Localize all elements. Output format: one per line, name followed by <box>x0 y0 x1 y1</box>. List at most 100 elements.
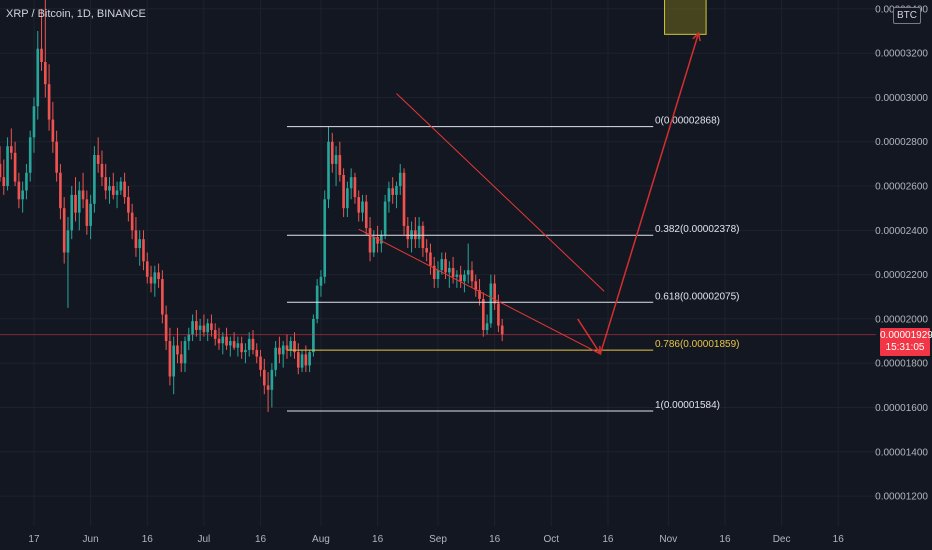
candle <box>478 279 481 306</box>
candle <box>342 168 345 218</box>
candle <box>62 197 66 264</box>
candle-body <box>168 341 172 377</box>
drawings-layer[interactable]: 0(0.00002868) 0.382(0.00002378) 0.618(0.00… <box>0 0 876 412</box>
candle <box>176 327 179 364</box>
wedge-upper-line <box>396 93 605 292</box>
candle <box>448 261 451 288</box>
candle-body <box>28 137 32 173</box>
candle-body <box>463 274 466 282</box>
candle-body <box>308 352 311 366</box>
candle <box>157 263 160 288</box>
candle <box>28 130 32 182</box>
candle <box>270 363 274 408</box>
candle-body <box>338 155 342 175</box>
candle-body <box>470 270 474 282</box>
candle-body <box>36 48 40 107</box>
candle <box>161 270 164 324</box>
y-tick-label: 0.00003200 <box>875 49 928 60</box>
candle-body <box>244 349 247 353</box>
candle-body <box>349 177 353 189</box>
x-tick-label: 16 <box>142 534 154 545</box>
candle <box>134 217 138 257</box>
candle-body <box>274 347 277 370</box>
candle-body <box>444 259 447 273</box>
y-tick-label: 0.00002000 <box>875 314 928 325</box>
candle <box>172 336 176 395</box>
candle-body <box>425 248 428 253</box>
candle <box>255 343 259 364</box>
candle-body <box>202 325 206 333</box>
y-tick-label: 0.00001200 <box>875 492 928 503</box>
candle-body <box>478 290 481 299</box>
candle <box>251 329 255 355</box>
candle-body <box>398 172 402 187</box>
candle <box>357 190 361 222</box>
candle <box>285 334 289 359</box>
candle-body <box>6 146 9 187</box>
candle-body <box>251 338 255 350</box>
x-tick-label: 16 <box>255 534 267 545</box>
candle <box>319 270 323 297</box>
candle <box>417 217 421 249</box>
candle <box>266 372 270 412</box>
candle <box>13 141 17 187</box>
candle-body <box>77 190 81 213</box>
candle <box>346 181 349 218</box>
candle-body <box>323 199 327 277</box>
candle-body <box>119 181 123 191</box>
candle-body <box>115 190 119 195</box>
candle-body <box>327 141 330 200</box>
candle <box>111 172 115 200</box>
candle-body <box>187 334 191 342</box>
candle-body <box>266 385 270 390</box>
candle <box>168 327 172 386</box>
candle-body <box>357 197 361 213</box>
candle-body <box>176 345 179 355</box>
candle-body <box>353 177 357 198</box>
candle <box>127 186 130 222</box>
candle-body <box>380 234 383 244</box>
candle-body <box>485 323 489 330</box>
candle <box>108 177 111 204</box>
candle <box>47 64 51 131</box>
candle <box>466 243 470 284</box>
candle-body <box>304 354 308 366</box>
candle-body <box>330 141 334 164</box>
candle <box>330 132 334 173</box>
candle <box>410 221 413 253</box>
candle-body <box>319 276 323 286</box>
candle <box>85 190 89 235</box>
candle-body <box>296 352 300 368</box>
candle <box>2 159 6 195</box>
candle-body <box>293 341 296 353</box>
candle <box>202 314 206 337</box>
currency-badge[interactable]: BTC <box>893 7 921 24</box>
y-tick-label: 0.00001400 <box>875 447 928 458</box>
candle <box>425 239 428 262</box>
candle-body <box>225 336 228 346</box>
candle <box>70 186 74 240</box>
candle-body <box>361 201 364 213</box>
candle-body <box>191 321 194 335</box>
candle <box>145 252 149 284</box>
candle-body <box>255 349 259 357</box>
candle <box>361 194 364 222</box>
candle <box>300 349 304 373</box>
candle <box>429 243 432 275</box>
candle-body <box>436 270 440 280</box>
candle <box>225 327 228 350</box>
candle-body <box>406 225 410 240</box>
candle <box>0 146 2 182</box>
candle <box>195 310 198 337</box>
candle <box>55 130 58 182</box>
candle <box>198 318 202 342</box>
candle <box>32 97 36 153</box>
candle-body <box>130 212 134 231</box>
candle-body <box>134 230 138 249</box>
symbol-title[interactable]: XRP / Bitcoin, 1D, BINANCE <box>6 8 146 20</box>
candle-body <box>229 341 232 346</box>
candle-body <box>387 188 391 202</box>
y-tick-label: 0.00001600 <box>875 403 928 414</box>
